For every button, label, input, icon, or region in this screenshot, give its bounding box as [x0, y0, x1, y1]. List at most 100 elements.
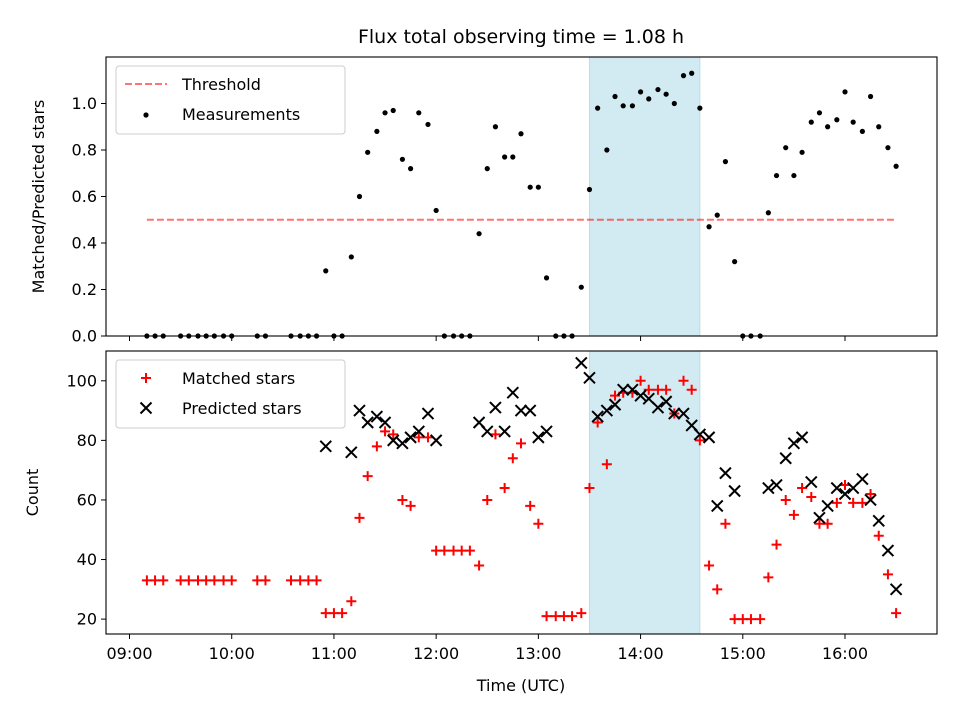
- y-axis-label: Matched/Predicted stars: [29, 100, 48, 294]
- y-tick-label: 0.8: [72, 141, 97, 160]
- data-point: [421, 407, 435, 420]
- y-tick-label: 0.6: [72, 187, 97, 206]
- data-point: [655, 86, 661, 93]
- data-point: [311, 575, 322, 586]
- data-point: [541, 611, 552, 622]
- data-point: [525, 500, 536, 511]
- data-point: [825, 124, 831, 130]
- legend: Threshold Measurements: [115, 65, 346, 135]
- data-point: [507, 453, 518, 464]
- x-tick-label: 16:00: [822, 644, 868, 663]
- data-point: [591, 410, 604, 423]
- x-tick-label: 10:00: [209, 644, 255, 663]
- data-point: [788, 509, 799, 520]
- data-point: [661, 384, 672, 395]
- data-point: [319, 440, 332, 453]
- data-point: [808, 119, 814, 125]
- data-point: [704, 560, 715, 571]
- data-point: [722, 159, 729, 165]
- data-point: [694, 435, 705, 446]
- data-point: [489, 401, 502, 414]
- data-point: [651, 401, 665, 414]
- data-point: [712, 584, 723, 595]
- data-point: [390, 107, 396, 114]
- data-point: [397, 494, 408, 505]
- legend: Matched stars Predicted stars: [115, 359, 346, 429]
- data-point: [893, 163, 899, 169]
- data-point: [226, 575, 237, 586]
- data-point: [620, 103, 626, 109]
- y-tick-label: 1.0: [72, 94, 97, 113]
- data-point: [805, 475, 818, 489]
- data-point: [771, 539, 782, 550]
- legend-label: Matched stars: [182, 369, 295, 388]
- data-point: [532, 431, 545, 444]
- data-point: [476, 231, 482, 237]
- data-point: [867, 93, 874, 100]
- data-point: [770, 478, 783, 492]
- data-point: [439, 545, 450, 556]
- data-point: [412, 425, 425, 438]
- data-point: [492, 124, 499, 130]
- data-point: [388, 429, 399, 440]
- data-point: [575, 356, 588, 370]
- data-point: [797, 483, 808, 494]
- data-point: [762, 481, 775, 495]
- series-matched-stars: [141, 375, 902, 625]
- data-point: [365, 149, 371, 155]
- data-point: [671, 100, 677, 107]
- data-point: [348, 254, 354, 260]
- data-point: [464, 545, 475, 556]
- legend-marker: [143, 112, 149, 118]
- data-point: [838, 487, 852, 501]
- data-point: [498, 425, 511, 438]
- highlight-span: [588, 56, 701, 337]
- data-point: [791, 172, 797, 179]
- data-point: [635, 375, 646, 386]
- data-point: [354, 512, 365, 523]
- data-point: [719, 466, 732, 480]
- data-point: [668, 407, 681, 420]
- data-point: [380, 426, 391, 437]
- data-point: [612, 93, 618, 100]
- data-point: [481, 425, 494, 438]
- data-point: [353, 404, 366, 417]
- data-point: [323, 268, 329, 274]
- data-point: [677, 407, 690, 420]
- data-point: [583, 371, 596, 385]
- data-point: [634, 389, 647, 402]
- data-point: [518, 131, 524, 137]
- data-point: [864, 493, 877, 507]
- data-point: [474, 560, 485, 571]
- legend-label: Measurements: [182, 105, 300, 124]
- data-point: [842, 89, 848, 95]
- panel-count: 20 40 60 80 100 09:00 10:00 11:00 12:00 13:00 14:0…: [23, 350, 938, 663]
- data-point: [404, 431, 417, 444]
- data-point: [416, 110, 422, 116]
- data-point: [856, 472, 869, 486]
- data-point: [780, 494, 791, 505]
- data-point: [499, 483, 510, 494]
- data-point: [540, 425, 553, 438]
- data-point: [601, 459, 612, 470]
- plot-frame: [105, 350, 938, 635]
- data-point: [346, 596, 357, 607]
- x-tick-label: 12:00: [413, 644, 459, 663]
- y-tick-label: 20: [77, 610, 97, 629]
- data-point: [831, 497, 842, 508]
- y-tick-label: 0.2: [72, 280, 97, 299]
- data-point: [482, 494, 493, 505]
- data-point: [527, 184, 533, 190]
- data-point: [755, 614, 766, 625]
- data-point: [891, 608, 902, 619]
- data-point: [387, 434, 400, 447]
- data-point: [592, 417, 603, 428]
- y-tick-label: 100: [66, 371, 97, 390]
- data-point: [806, 491, 817, 502]
- data-point: [873, 530, 884, 541]
- data-point: [429, 434, 443, 447]
- data-point: [779, 452, 792, 465]
- data-point: [616, 383, 630, 396]
- data-point: [745, 614, 756, 625]
